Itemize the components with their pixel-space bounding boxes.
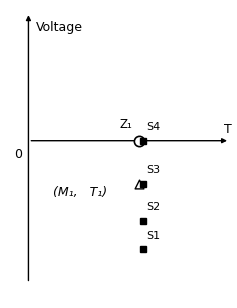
Text: S4: S4 — [146, 122, 160, 132]
Point — [137, 181, 141, 186]
Text: T: T — [224, 124, 232, 136]
Text: S2: S2 — [146, 202, 160, 212]
Text: (M₁,   T₁): (M₁, T₁) — [53, 185, 107, 199]
Text: 0: 0 — [14, 148, 22, 161]
Text: Z₁: Z₁ — [119, 118, 132, 131]
Text: S3: S3 — [146, 165, 160, 175]
Point — [137, 138, 141, 143]
Text: S1: S1 — [146, 231, 160, 241]
Text: Voltage: Voltage — [36, 21, 82, 34]
